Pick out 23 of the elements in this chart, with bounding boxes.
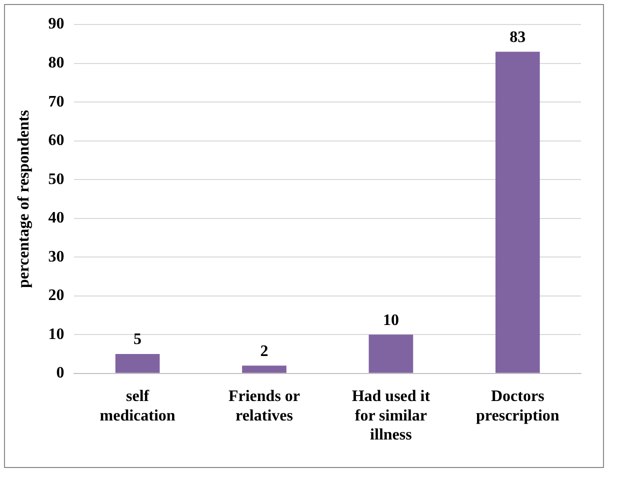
y-tick-label: 60: [48, 132, 64, 150]
x-tick-label: Friends or relatives: [228, 388, 300, 424]
y-tick-label: 40: [48, 210, 64, 227]
y-tick-label: 0: [56, 364, 64, 382]
data-label: 5: [134, 331, 142, 348]
bar: [242, 366, 286, 373]
data-label: 10: [382, 312, 399, 329]
y-tick-label: 70: [48, 93, 64, 110]
data-label: 2: [260, 342, 268, 360]
y-tick-label: 80: [48, 54, 64, 72]
y-tick-label: 20: [48, 287, 64, 304]
x-tick-label: Doctors prescription: [476, 388, 560, 424]
y-tick-label: 50: [48, 170, 64, 188]
y-tick-label: 90: [48, 16, 64, 33]
bar: [368, 334, 414, 373]
x-tick-label: self medication: [100, 388, 176, 424]
bar: [495, 52, 540, 373]
y-tick-label: 10: [48, 326, 64, 343]
y-axis-title: percentage of respondents: [16, 110, 33, 288]
x-tick-label: Had used it for similar illness: [352, 388, 431, 444]
y-tick-label: 30: [48, 248, 64, 266]
bar: [115, 354, 160, 373]
data-label: 83: [510, 28, 526, 46]
